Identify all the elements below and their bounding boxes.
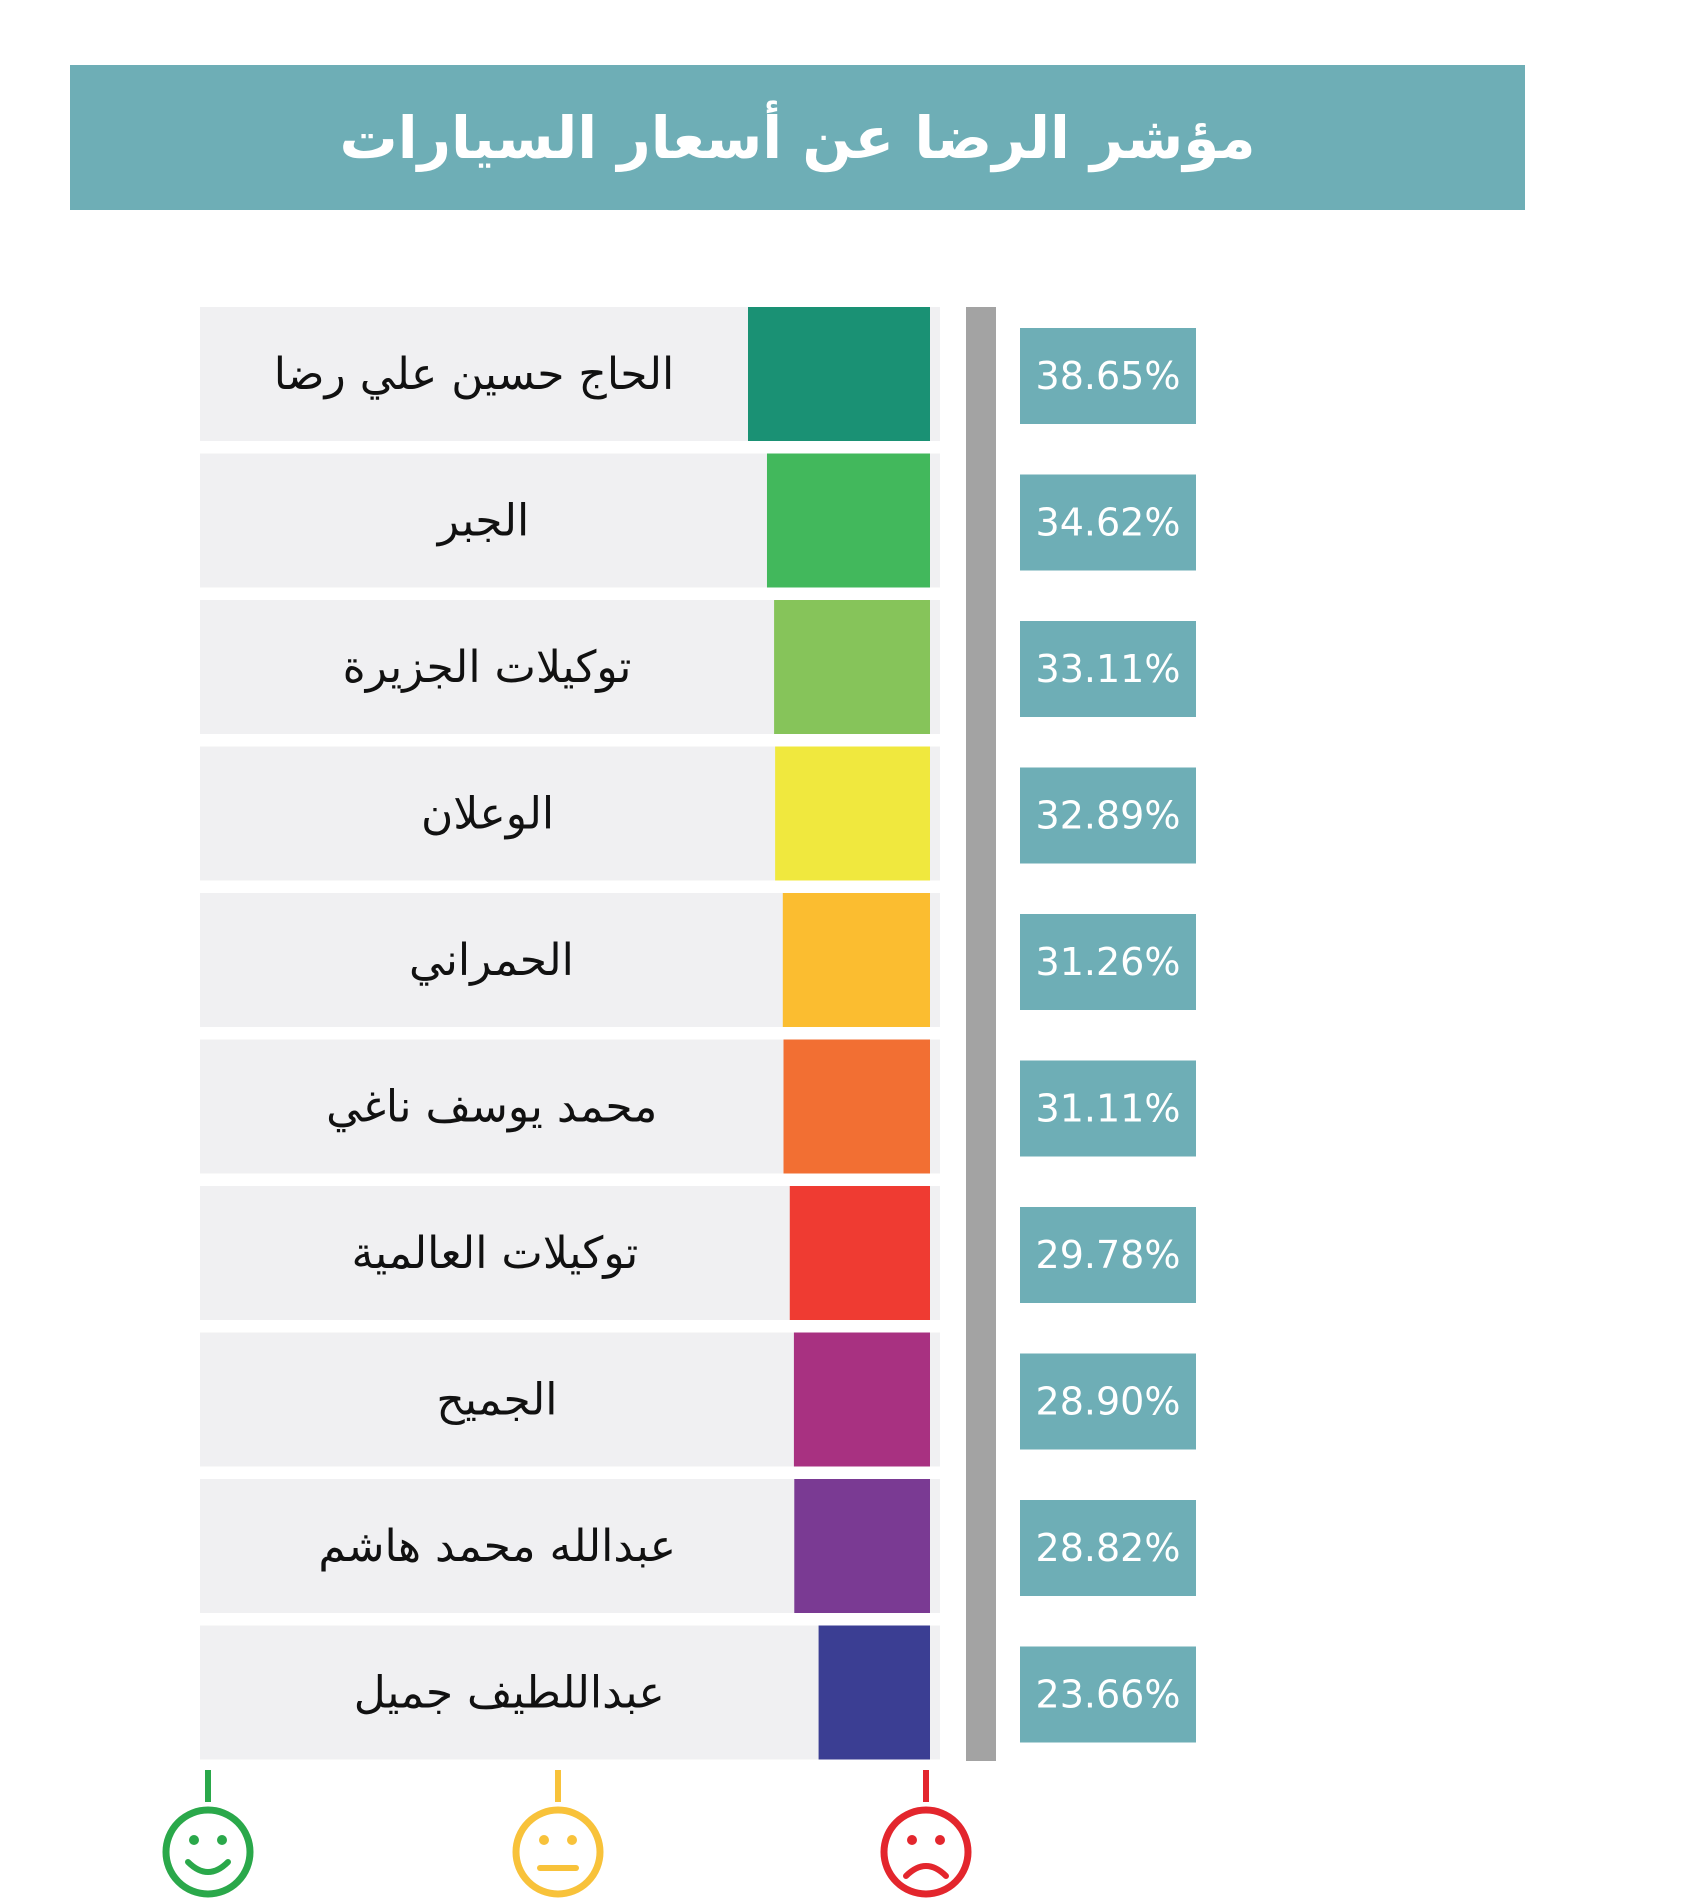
category-label: الحمراني (409, 935, 574, 986)
bar (793, 1332, 930, 1467)
value-box (1020, 1646, 1196, 1743)
value-label: 28.90% (1036, 1380, 1181, 1424)
face-eye (907, 1835, 917, 1845)
face-eye (567, 1835, 577, 1845)
category-label: توكيلات العالمية (351, 1228, 638, 1279)
value-box (1020, 1060, 1196, 1157)
face-eye (217, 1835, 227, 1845)
value-box (1020, 474, 1196, 571)
category-label: محمد يوسف ناغي (326, 1082, 657, 1133)
face-mouth (185, 1859, 231, 1875)
sad-face-icon (880, 1770, 972, 1898)
category-label: الجبر (436, 496, 530, 547)
value-box (1020, 767, 1196, 864)
category-label: توكيلات الجزيرة (343, 642, 632, 693)
category-label: الجميح (436, 1375, 557, 1426)
bar (774, 600, 930, 734)
bar (775, 746, 930, 881)
value-box (1020, 1500, 1196, 1596)
face-eye (935, 1835, 945, 1845)
bar (782, 893, 930, 1027)
value-label: 31.11% (1036, 1087, 1181, 1131)
separator-bar (966, 307, 996, 1761)
happy-face-icon (162, 1770, 254, 1898)
value-label: 31.26% (1036, 940, 1181, 984)
value-box (1020, 328, 1196, 424)
neutral-face-icon (512, 1770, 604, 1898)
face-outline (880, 1806, 972, 1898)
bar (789, 1186, 930, 1320)
face-eye (539, 1835, 549, 1845)
chart-title: مؤشر الرضا عن أسعار السيارات (339, 103, 1256, 172)
value-label: 29.78% (1036, 1233, 1181, 1277)
value-label: 38.65% (1036, 354, 1181, 398)
face-eye (189, 1835, 199, 1845)
value-label: 28.82% (1036, 1526, 1181, 1570)
bar (818, 1625, 930, 1760)
value-label: 32.89% (1036, 794, 1181, 838)
face-mouth (903, 1863, 949, 1879)
title-banner: مؤشر الرضا عن أسعار السيارات (70, 65, 1525, 210)
bar (783, 1039, 930, 1174)
bar (748, 307, 930, 441)
value-label: 34.62% (1036, 501, 1181, 545)
category-label: الوعلان (421, 789, 554, 840)
category-label: عبداللطيف جميل (354, 1668, 665, 1719)
row-background (200, 1625, 940, 1760)
bar (766, 453, 930, 588)
value-label: 33.11% (1036, 647, 1181, 691)
category-label: عبدالله محمد هاشم (318, 1521, 676, 1572)
value-box (1020, 1353, 1196, 1450)
bar (794, 1479, 930, 1613)
face-outline (162, 1806, 254, 1898)
face-outline (512, 1806, 604, 1898)
value-box (1020, 1207, 1196, 1303)
value-box (1020, 621, 1196, 717)
value-box (1020, 914, 1196, 1010)
category-label: الحاج حسين علي رضا (274, 349, 675, 400)
value-label: 23.66% (1036, 1673, 1181, 1717)
